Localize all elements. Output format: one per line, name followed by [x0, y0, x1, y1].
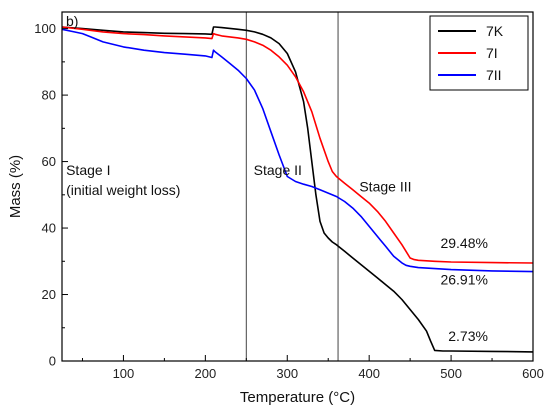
- y-tick-label: 0: [49, 354, 56, 369]
- stage-label-line: Stage III: [359, 178, 411, 194]
- series-line-7K: [61, 26, 534, 353]
- residue-label: 2.73%: [448, 328, 488, 344]
- legend-label-7K: 7K: [486, 23, 504, 39]
- stage-boundaries: [245, 12, 339, 361]
- stage-label-line: Stage I: [66, 162, 110, 178]
- stage-label-line: Stage II: [254, 162, 302, 178]
- x-tick-label: 400: [358, 366, 380, 381]
- legend-label-7II: 7II: [486, 67, 502, 83]
- series-layer: [61, 26, 534, 353]
- legend-label-7I: 7I: [486, 45, 498, 61]
- y-axis-title: Mass (%): [7, 155, 24, 218]
- stage-label: Stage II: [254, 162, 302, 178]
- panel-label: b): [66, 13, 78, 29]
- x-tick-label: 500: [440, 366, 462, 381]
- y-tick-label: 60: [42, 154, 56, 169]
- stage-label: Stage I (initial weight loss): [66, 162, 180, 198]
- plot-frame: [61, 11, 534, 362]
- y-tick-label: 20: [42, 287, 56, 302]
- annotations: b) Stage I (initial weight loss) Stage II S…: [66, 13, 488, 344]
- residue-label: 26.91%: [440, 272, 487, 288]
- x-axis: 100 200 300 400 500 600: [81, 355, 544, 381]
- y-tick-label: 80: [42, 88, 56, 103]
- y-axis: 0 20 40 60 80 100: [34, 21, 68, 369]
- x-tick-label: 200: [194, 366, 216, 381]
- series-line-7I: [61, 26, 534, 264]
- x-tick-label: 600: [522, 366, 544, 381]
- stage-label: Stage III: [359, 178, 411, 194]
- y-tick-label: 40: [42, 221, 56, 236]
- stage-label-line: (initial weight loss): [66, 182, 180, 198]
- x-axis-title: Temperature (°C): [240, 389, 355, 406]
- x-tick-label: 300: [276, 366, 298, 381]
- series-line-7II: [61, 28, 534, 273]
- residue-label: 29.48%: [440, 235, 487, 251]
- x-tick-label: 100: [113, 366, 135, 381]
- y-tick-label: 100: [34, 21, 56, 36]
- legend: 7K 7I 7II: [429, 15, 529, 91]
